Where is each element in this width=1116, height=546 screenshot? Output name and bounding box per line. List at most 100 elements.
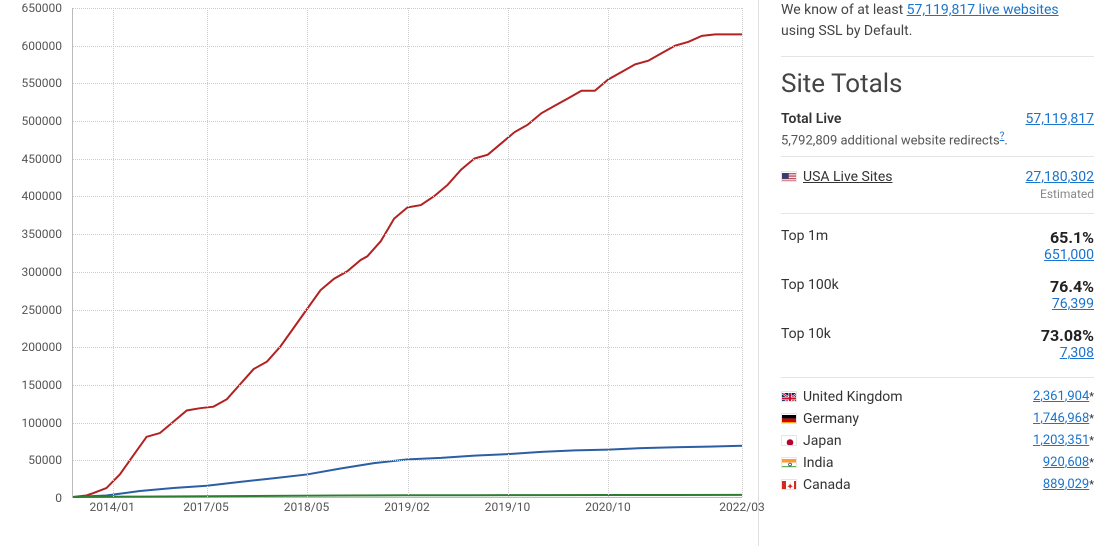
country-row: Japan 1,203,351* (781, 430, 1094, 452)
in-flag-icon (781, 457, 797, 468)
x-axis-label: 2022/03 (719, 500, 764, 514)
country-value-block: 1,203,351* (1033, 433, 1094, 448)
country-name: Japan (803, 433, 842, 449)
country-value-block: 2,361,904* (1033, 389, 1094, 404)
country-value[interactable]: 1,746,968 (1033, 411, 1089, 426)
estimate-star-icon: * (1089, 390, 1094, 403)
y-axis-label: 500000 (22, 114, 62, 128)
country-row: India 920,608* (781, 452, 1094, 474)
line-chart: 0500001000001500002000002500003000003500… (0, 8, 750, 528)
separator (781, 213, 1094, 214)
y-axis-label: 600000 (22, 39, 62, 53)
country-link[interactable]: India (781, 455, 833, 471)
country-value[interactable]: 920,608 (1043, 455, 1089, 470)
separator (781, 377, 1094, 378)
live-websites-link[interactable]: 57,119,817 live websites (907, 2, 1059, 18)
gridline-v (408, 8, 409, 497)
y-axis-label: 350000 (22, 227, 62, 241)
country-row: ✦ Canada 889,029* (781, 474, 1094, 496)
de-flag-icon (781, 413, 797, 424)
intro-text: We know of at least 57,119,817 live webs… (781, 0, 1094, 57)
plot-area (72, 8, 742, 498)
x-axis: 2014/01 2017/05 2018/05 2019/02 2019/10 2020/… (72, 500, 742, 520)
country-value-block: 889,029* (1043, 477, 1094, 492)
tier-row: Top 1m65.1%651,000 (781, 222, 1094, 271)
gridline-v (742, 8, 743, 497)
tier-value-block: 73.08%7,308 (1041, 326, 1094, 361)
x-axis-label: 2019/02 (384, 500, 429, 514)
redirects-text: 5,792,809 additional website redirects?. (781, 131, 1094, 148)
separator (781, 156, 1094, 157)
gridline-v (207, 8, 208, 497)
ca-flag-icon: ✦ (781, 479, 797, 490)
intro-suffix: using SSL by Default. (781, 23, 912, 39)
y-axis-label: 50000 (28, 453, 62, 467)
estimate-star-icon: * (1089, 434, 1094, 447)
y-axis: 0500001000001500002000002500003000003500… (0, 8, 70, 498)
gridline-v (608, 8, 609, 497)
usa-note: Estimated (1026, 187, 1094, 201)
side-panel: We know of at least 57,119,817 live webs… (758, 0, 1116, 546)
country-value-block: 1,746,968* (1033, 411, 1094, 426)
x-axis-label: 2014/01 (89, 500, 134, 514)
tier-value-block: 65.1%651,000 (1044, 228, 1094, 263)
tier-count[interactable]: 76,399 (1052, 296, 1094, 312)
us-flag-icon (781, 171, 797, 182)
y-axis-label: 650000 (22, 1, 62, 15)
countries: United Kingdom2,361,904*Germany1,746,968… (781, 386, 1094, 496)
svg-text:✦: ✦ (786, 483, 794, 490)
tier-count[interactable]: 651,000 (1044, 247, 1094, 263)
tier-pct: 73.08% (1041, 326, 1094, 345)
x-axis-label: 2019/10 (485, 500, 530, 514)
country-row: United Kingdom 2,361,904* (781, 386, 1094, 408)
country-value[interactable]: 1,203,351 (1033, 433, 1089, 448)
redirects-suffix: . (1004, 133, 1007, 148)
y-axis-label: 100000 (22, 416, 62, 430)
y-axis-label: 200000 (22, 340, 62, 354)
country-row: Germany 1,746,968* (781, 408, 1094, 430)
tier-count[interactable]: 7,308 (1060, 345, 1094, 361)
country-value-block: 920,608* (1043, 455, 1094, 470)
redirects-prefix: 5,792,809 additional website redirects (781, 133, 1000, 148)
intro-prefix: We know of at least (781, 2, 907, 18)
y-axis-label: 400000 (22, 189, 62, 203)
estimate-star-icon: * (1089, 456, 1094, 469)
country-link[interactable]: United Kingdom (781, 389, 903, 405)
tier-row: Top 100k 76.4%76,399 (781, 271, 1094, 320)
x-axis-label: 2018/05 (284, 500, 329, 514)
country-link[interactable]: Germany (781, 411, 859, 427)
chart-panel: 0500001000001500002000002500003000003500… (0, 0, 758, 546)
tier-label: Top 10k (781, 326, 831, 342)
gridline-v (508, 8, 509, 497)
tier-value-block: 76.4%76,399 (1050, 277, 1094, 312)
usa-label: USA Live Sites (803, 169, 892, 185)
country-name: Canada (803, 477, 851, 493)
total-live-row: Total Live 57,119,817 (781, 107, 1094, 131)
total-live-value[interactable]: 57,119,817 (1026, 111, 1094, 127)
y-axis-label: 150000 (22, 378, 62, 392)
estimate-star-icon: * (1089, 412, 1094, 425)
jp-flag-icon (781, 435, 797, 446)
gridline-v (307, 8, 308, 497)
usa-link[interactable]: USA Live Sites (781, 169, 892, 185)
country-name: Germany (803, 411, 859, 427)
y-axis-label: 450000 (22, 152, 62, 166)
country-name: United Kingdom (803, 389, 903, 405)
country-value[interactable]: 889,029 (1043, 477, 1089, 492)
country-link[interactable]: Japan (781, 433, 842, 449)
x-axis-label: 2020/10 (585, 500, 630, 514)
tier-pct: 65.1% (1044, 228, 1094, 247)
tiers: Top 1m65.1%651,000Top 100k76.4%76,399Top… (781, 222, 1094, 369)
usa-value-block: 27,180,302 Estimated (1026, 169, 1094, 201)
usa-row: USA Live Sites 27,180,302 Estimated (781, 165, 1094, 205)
country-name: India (803, 455, 833, 471)
site-totals-heading: Site Totals (781, 69, 1094, 99)
country-value[interactable]: 2,361,904 (1033, 389, 1089, 404)
usa-value[interactable]: 27,180,302 (1026, 169, 1094, 185)
y-axis-label: 250000 (22, 303, 62, 317)
x-axis-label: 2017/05 (183, 500, 228, 514)
y-axis-label: 550000 (22, 76, 62, 90)
tier-label: Top 100k (781, 277, 839, 293)
country-link[interactable]: ✦ Canada (781, 477, 851, 493)
gridline-v (113, 8, 114, 497)
